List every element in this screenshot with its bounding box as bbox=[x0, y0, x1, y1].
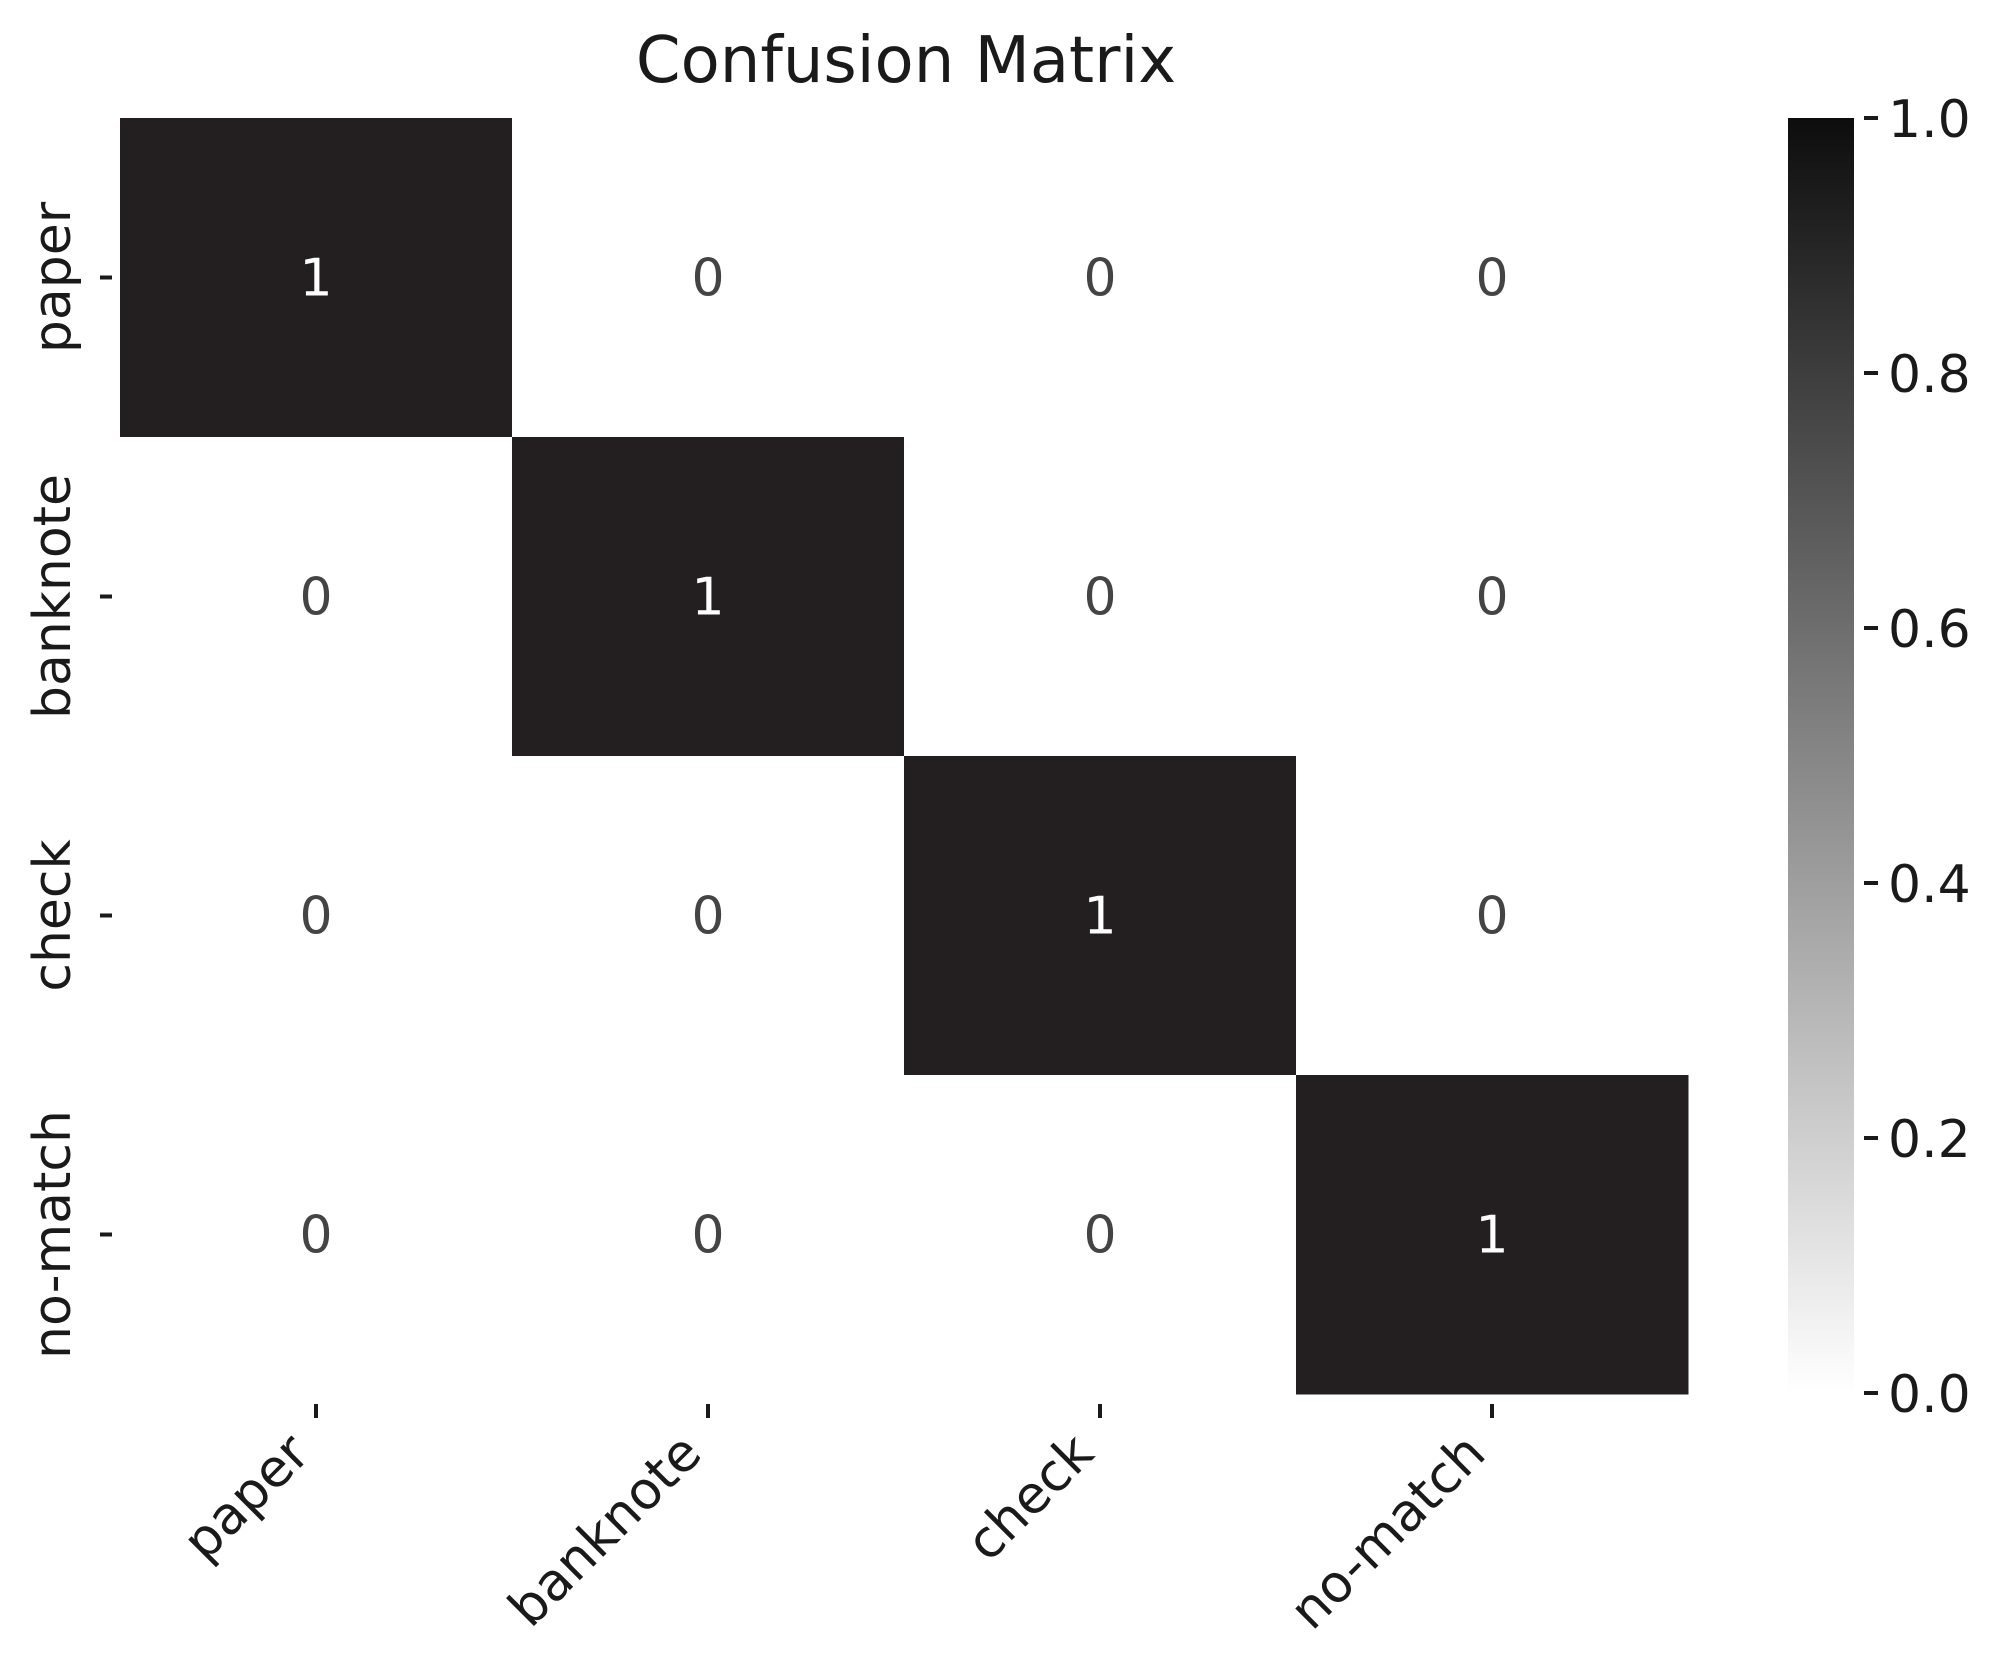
cell-value-r0-c2: 0 bbox=[1083, 249, 1116, 309]
colorbar-ticks: 0.0 0.2 0.4 0.6 0.8 1.0 bbox=[1864, 90, 1971, 1425]
heatmap-cell-r3-c1 bbox=[512, 1075, 905, 1395]
y-tick-label: no-match bbox=[23, 1110, 83, 1359]
cell-value-r1-c2: 0 bbox=[1083, 568, 1116, 628]
heatmap-cell-r2-c2 bbox=[904, 756, 1297, 1076]
heatmap-cell-r1-c0 bbox=[120, 437, 513, 757]
cell-value-r0-c3: 0 bbox=[1475, 249, 1508, 309]
cell-value-r2-c0: 0 bbox=[299, 887, 332, 947]
colorbar-tick-label: 0.0 bbox=[1888, 1365, 1971, 1425]
colorbar-tick-label: 0.2 bbox=[1888, 1110, 1971, 1170]
y-tick-label: paper bbox=[23, 201, 83, 353]
x-tick-label: paper bbox=[172, 1422, 322, 1572]
heatmap-cell-r2-c0 bbox=[120, 756, 513, 1076]
heatmap-cell-r2-c1 bbox=[512, 756, 905, 1076]
heatmap-cell-r1-c1 bbox=[512, 437, 905, 757]
heatmap-cell-r1-c3 bbox=[1296, 437, 1689, 757]
cell-value-r1-c1: 1 bbox=[691, 568, 724, 628]
heatmap-cell-r0-c3 bbox=[1296, 118, 1689, 438]
heatmap-cells bbox=[120, 118, 1689, 1395]
colorbar-tick-label: 0.8 bbox=[1888, 345, 1971, 405]
cell-value-r3-c0: 0 bbox=[299, 1206, 332, 1266]
cell-value-r3-c2: 0 bbox=[1083, 1206, 1116, 1266]
colorbar-gradient bbox=[1788, 118, 1854, 1393]
y-axis: paper banknote check no-match bbox=[23, 201, 112, 1359]
colorbar-tick-label: 1.0 bbox=[1888, 90, 1971, 150]
cell-value-r2-c3: 0 bbox=[1475, 887, 1508, 947]
cell-value-r1-c0: 0 bbox=[299, 568, 332, 628]
colorbar-tick-label: 0.4 bbox=[1888, 855, 1971, 915]
heatmap-cell-r1-c2 bbox=[904, 437, 1297, 757]
x-tick-label: no-match bbox=[1279, 1423, 1497, 1641]
cell-value-r1-c3: 0 bbox=[1475, 568, 1508, 628]
cell-value-r3-c1: 0 bbox=[691, 1206, 724, 1266]
cell-value-r3-c3: 1 bbox=[1475, 1206, 1508, 1266]
chart-title: Confusion Matrix bbox=[636, 24, 1176, 98]
cell-value-r2-c1: 0 bbox=[691, 887, 724, 947]
x-tick-label: banknote bbox=[497, 1423, 713, 1639]
x-axis: paper banknote check no-match bbox=[172, 1404, 1497, 1641]
cell-value-r0-c1: 0 bbox=[691, 249, 724, 309]
heatmap-cell-r3-c2 bbox=[904, 1075, 1297, 1395]
cell-value-r0-c0: 1 bbox=[299, 249, 332, 309]
heatmap-cell-r3-c0 bbox=[120, 1075, 513, 1395]
heatmap-cell-r0-c0 bbox=[120, 118, 513, 438]
y-tick-label: banknote bbox=[23, 474, 83, 719]
heatmap-cell-r0-c1 bbox=[512, 118, 905, 438]
heatmap-cell-r0-c2 bbox=[904, 118, 1297, 438]
colorbar: 0.0 0.2 0.4 0.6 0.8 1.0 bbox=[1788, 90, 1971, 1425]
colorbar-tick-label: 0.6 bbox=[1888, 600, 1971, 660]
y-tick-label: check bbox=[23, 839, 83, 991]
x-tick-label: check bbox=[955, 1423, 1105, 1573]
heatmap-cell-r2-c3 bbox=[1296, 756, 1689, 1076]
cell-annotations: 1 0 0 0 0 1 0 0 0 0 1 0 0 0 0 1 bbox=[299, 249, 1508, 1266]
heatmap-cell-r3-c3 bbox=[1296, 1075, 1689, 1395]
cell-value-r2-c2: 1 bbox=[1083, 887, 1116, 947]
